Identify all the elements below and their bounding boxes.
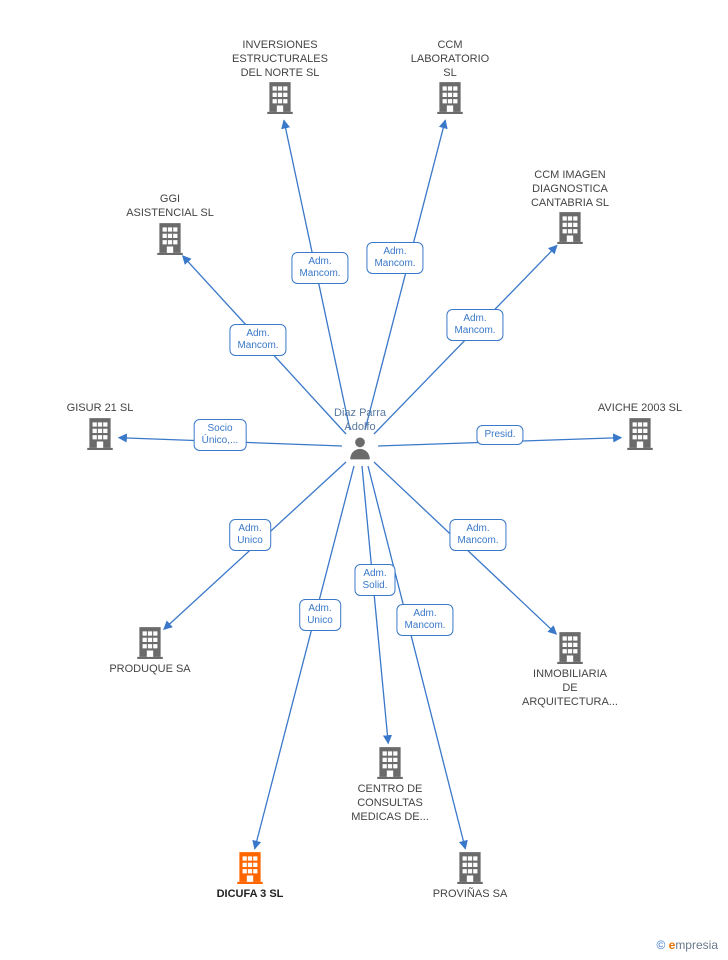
building-icon [233,850,267,884]
building-icon [153,221,187,255]
edge-label: Adm.Mancom. [229,324,286,356]
building-icon [623,416,657,450]
company-label: PRODUQUE SA [90,663,210,677]
copyright-symbol: © [656,938,665,952]
brand-rest: mpresia [675,938,718,952]
building-icon [433,80,467,114]
company-label: INVERSIONESESTRUCTURALESDEL NORTE SL [220,39,340,80]
company-node: CCMLABORATORIOSL [390,39,510,118]
edge-label: Presid. [476,425,523,445]
edge-label: Adm.Mancom. [366,242,423,274]
company-node: GGIASISTENCIAL SL [110,193,230,259]
building-icon [373,745,407,779]
company-node: DICUFA 3 SL [190,850,310,902]
building-icon [553,210,587,244]
edge-label: Adm.Mancom. [396,604,453,636]
edge [362,466,388,743]
edge-label: SocioÚnico,... [194,419,247,451]
company-node: INMOBILIARIADEARQUITECTURA... [510,630,630,709]
company-node: AVICHE 2003 SL [580,402,700,454]
company-label: CCM IMAGENDIAGNOSTICACANTABRIA SL [510,169,630,210]
edge-label: Adm.Mancom. [449,519,506,551]
company-label: GISUR 21 SL [40,402,160,416]
center-person-node: Diaz ParraAdolfo [300,407,420,465]
edge-label: Adm.Mancom. [446,309,503,341]
company-node: INVERSIONESESTRUCTURALESDEL NORTE SL [220,39,340,118]
company-label: GGIASISTENCIAL SL [110,193,230,221]
company-node: GISUR 21 SL [40,402,160,454]
building-icon [133,625,167,659]
company-node: PROVIÑAS SA [410,850,530,902]
company-label: DICUFA 3 SL [190,888,310,902]
edge-label: Adm.Solid. [354,564,395,596]
edge-label: Adm.Unico [299,599,341,631]
company-node: CENTRO DECONSULTASMEDICAS DE... [330,745,450,824]
company-label: PROVIÑAS SA [410,888,530,902]
company-label: INMOBILIARIADEARQUITECTURA... [510,668,630,709]
company-label: CCMLABORATORIOSL [390,39,510,80]
edge-label: Adm.Unico [229,519,271,551]
company-label: CENTRO DECONSULTASMEDICAS DE... [330,783,450,824]
company-node: CCM IMAGENDIAGNOSTICACANTABRIA SL [510,169,630,248]
building-icon [453,850,487,884]
building-icon [263,80,297,114]
building-icon [83,416,117,450]
edge-label: Adm.Mancom. [291,252,348,284]
company-node: PRODUQUE SA [90,625,210,677]
copyright: © empresia [656,938,718,952]
building-icon [553,630,587,664]
edge [365,120,445,430]
person-icon [347,435,373,461]
company-label: AVICHE 2003 SL [580,402,700,416]
